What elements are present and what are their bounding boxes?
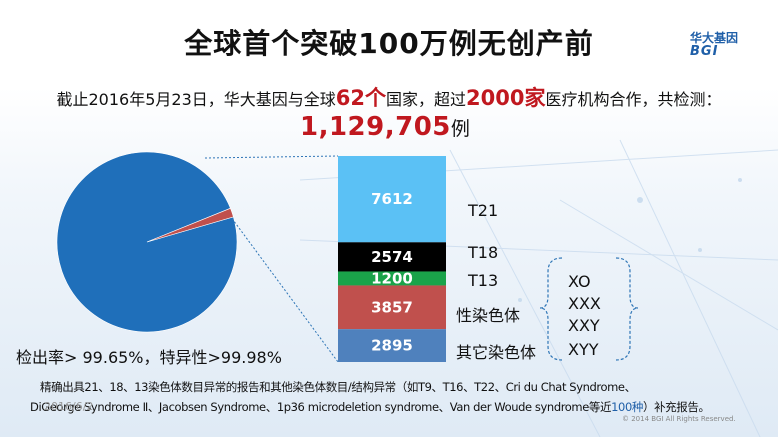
footnote-line-2: DiGeorge Syndrome Ⅱ、Jacobsen Syndrome、1p… [30, 397, 770, 417]
bar-value-label-5: 2895 [371, 337, 413, 355]
bracket-left [539, 257, 563, 361]
pie-bar-connectors [204, 155, 339, 363]
footnote-line-2-b: ）补充报告。 [642, 400, 710, 414]
karyotype-xxx: XXX [568, 294, 601, 313]
bar-value-label-2: 2574 [371, 248, 413, 266]
logo-english: BGI [690, 44, 719, 59]
footnote-line-2-a: DiGeorge Syndrome Ⅱ、Jacobsen Syndrome、1p… [30, 400, 612, 414]
bar-segment-5 [338, 329, 446, 362]
total-tests: 1,129,705例 [300, 112, 470, 142]
bar-value-label-3: 1200 [371, 269, 413, 287]
stacked-bar-chart: 7612 2574 1200 3857 2895 [338, 156, 446, 362]
footnote-highlight: 100种 [611, 400, 643, 414]
bar-category-label-5: 其它染色体 [456, 343, 537, 362]
karyotype-xxy: XXY [568, 316, 600, 335]
bar-value-label-1: 7612 [371, 190, 413, 208]
bgi-logo: 华大基因 BGI [690, 32, 752, 62]
countries-count: 62个 [335, 86, 386, 110]
karyotype-xo: XO [568, 272, 591, 291]
detection-rate: 检出率> 99.65%，特异性>99.98% [16, 348, 282, 367]
karyotype-xyy: XYY [568, 340, 599, 359]
pie-slice-abnormal [146, 207, 234, 243]
footnote-line-1: 精确出具21、18、13染色体数目异常的报告和其他染色体数目/结构异常（如T9、… [40, 380, 636, 394]
slide-date: 2016/6/2 [44, 400, 94, 413]
page-title: 全球首个突破100万例无创产前 [184, 27, 594, 60]
institutions-count: 2000家 [466, 86, 546, 110]
footnote: 精确出具21、18、13染色体数目异常的报告和其他染色体数目/结构异常（如T9、… [30, 377, 770, 417]
bar-category-label-1: T21 [468, 201, 499, 220]
bar-segment-3 [338, 271, 446, 286]
total-number: 1,129,705 [300, 112, 451, 142]
karyotype-bracket [539, 257, 639, 361]
bar-category-label-4: 性染色体 [456, 306, 521, 325]
logo-chinese: 华大基因 [690, 31, 739, 45]
copyright: © 2014 BGI All Rights Reserved. [622, 415, 736, 423]
bar-category-label-3: T13 [468, 271, 499, 290]
bar-segment-4 [338, 285, 446, 330]
summary-middle: 国家，超过 [386, 90, 467, 109]
bracket-right [615, 257, 639, 361]
bar-category-label-2: T18 [468, 243, 499, 262]
bar-segment-1 [338, 156, 446, 243]
total-unit: 例 [450, 118, 470, 140]
summary-line: 截止2016年5月23日，华大基因与全球62个国家，超过2000家医疗机构合作，… [0, 82, 778, 112]
pie-chart [56, 151, 238, 333]
connector-bottom [231, 218, 339, 363]
bar-value-label-4: 3857 [371, 298, 413, 316]
summary-prefix: 截止2016年5月23日，华大基因与全球 [56, 90, 336, 109]
summary-suffix: 医疗机构合作，共检测： [545, 90, 722, 109]
bar-segment-2 [338, 242, 446, 272]
connector-top [204, 155, 339, 159]
